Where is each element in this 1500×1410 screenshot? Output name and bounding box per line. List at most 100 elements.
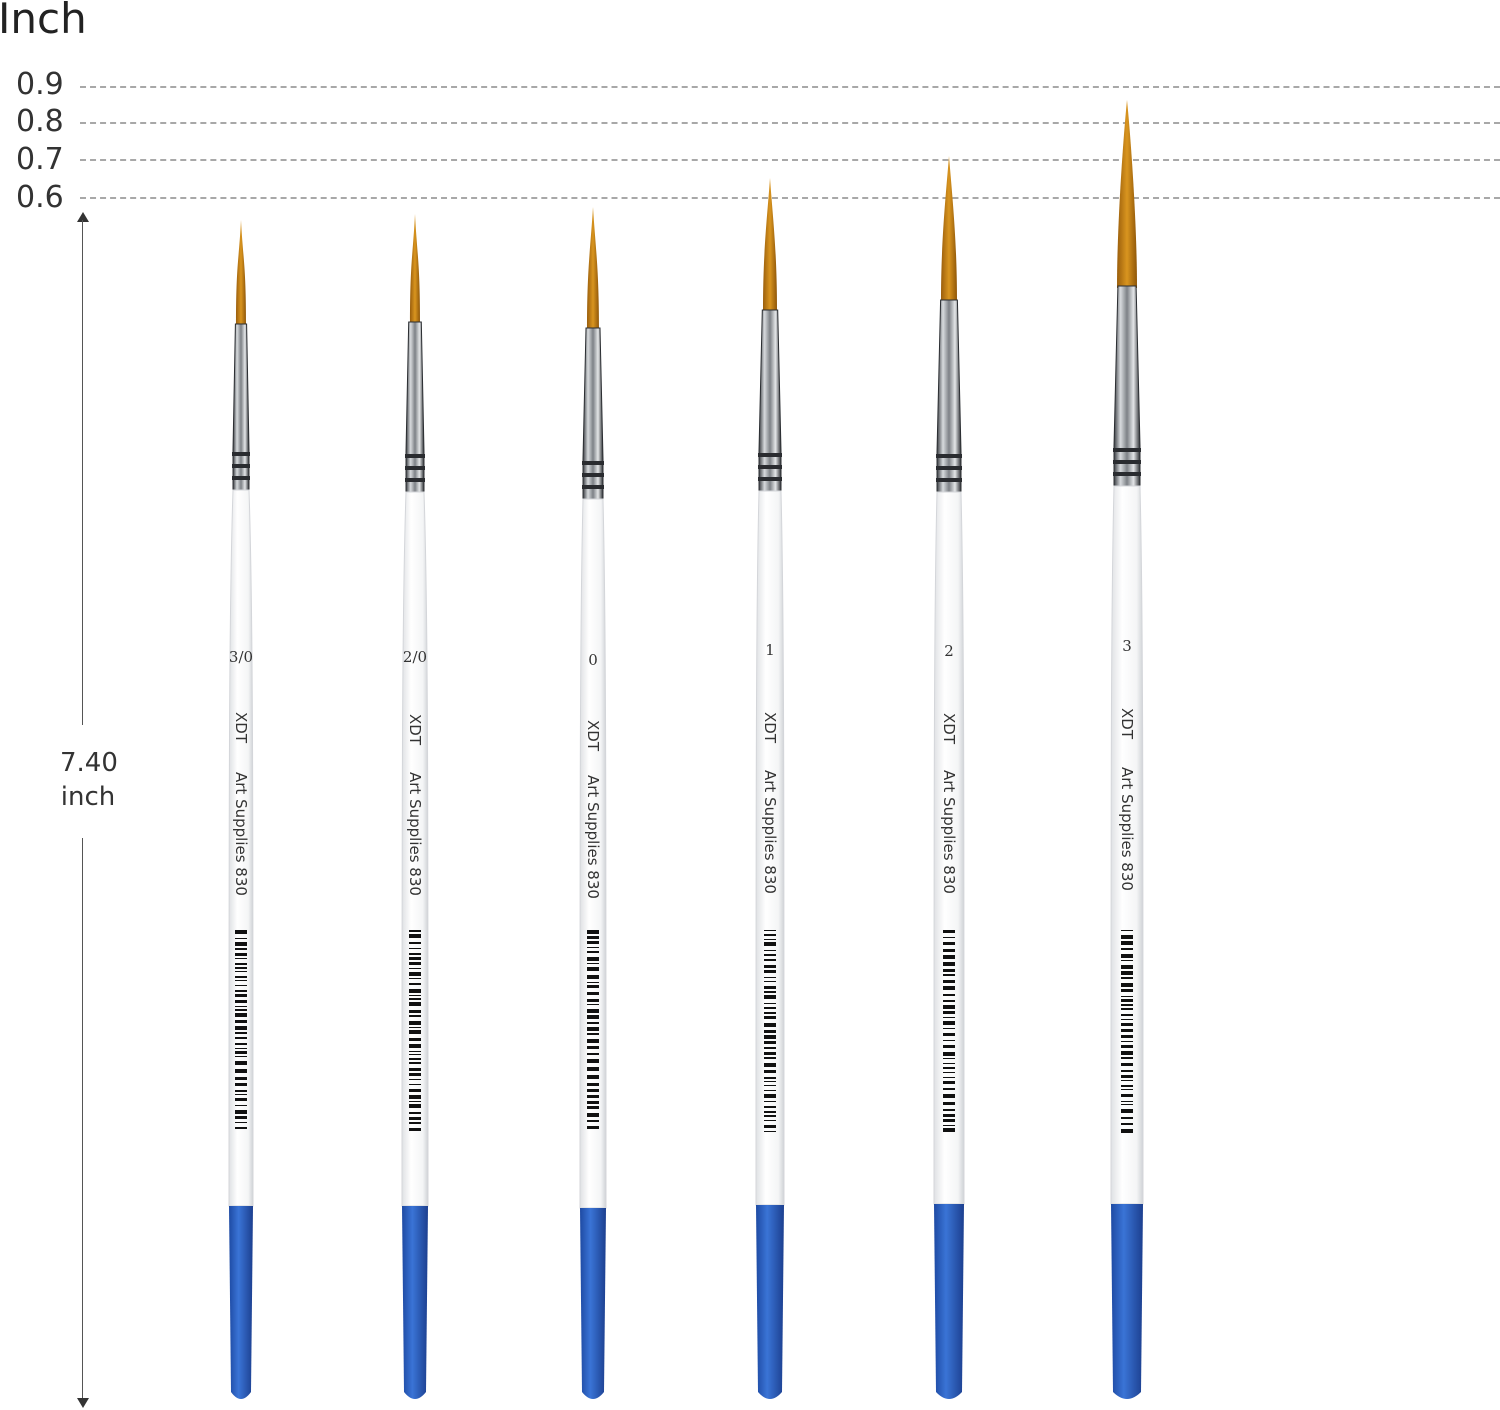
barcode-bar	[1121, 1104, 1133, 1105]
barcode-bar	[235, 1026, 247, 1030]
ferrule-ring	[232, 476, 250, 480]
barcode-bar	[1121, 983, 1133, 987]
ferrule-ring	[232, 452, 250, 456]
barcode-bar	[943, 969, 955, 972]
barcode-bar	[1121, 1063, 1133, 1066]
barcode-bar	[409, 1079, 421, 1080]
barcode-bar	[235, 953, 247, 956]
barcode-bar	[1121, 1109, 1133, 1113]
brush-size-label: 3/0	[229, 648, 253, 666]
barcode-bar	[1121, 1080, 1133, 1081]
barcode-bar	[1121, 1129, 1133, 1133]
ferrule-ring	[232, 464, 250, 468]
barcode-bar	[587, 1120, 599, 1122]
barcode-bar	[235, 1116, 247, 1119]
barcode-bar	[764, 959, 776, 961]
brush-end-cap	[402, 1206, 428, 1399]
barcode-bar	[587, 963, 599, 964]
brush-model-label: Art Supplies 830	[406, 772, 424, 896]
barcode-bar	[1121, 1019, 1133, 1020]
barcode-bar	[409, 1021, 421, 1025]
barcode-bar	[235, 1069, 247, 1073]
barcode-bar	[943, 994, 955, 996]
barcode-bar	[1121, 1035, 1133, 1038]
barcode-bar	[943, 962, 955, 966]
barcode-bar	[587, 975, 599, 979]
barcode-bar	[943, 955, 955, 959]
barcode-bar	[943, 974, 955, 976]
barcode-bar	[409, 1015, 421, 1017]
barcode-bar	[764, 995, 776, 999]
barcode-bar	[587, 1089, 599, 1092]
barcode-bar	[943, 1052, 955, 1056]
barcode-bar	[764, 1047, 776, 1049]
barcode-bar	[764, 1120, 776, 1121]
ferrule-ring	[1113, 460, 1141, 464]
barcode-bar	[764, 942, 776, 946]
ferrule-ring	[936, 478, 962, 482]
barcode-bar	[764, 986, 776, 989]
barcode-bar	[1121, 1094, 1133, 1097]
length-unit: inch	[60, 782, 116, 812]
ferrule-ring	[405, 478, 425, 482]
barcode-bar	[943, 1119, 955, 1122]
barcode-bar	[764, 1125, 776, 1128]
barcode-bar	[587, 1015, 599, 1019]
barcode-bar	[587, 1095, 599, 1098]
barcode-bar	[943, 1102, 955, 1105]
barcode-bar	[235, 963, 247, 965]
barcode-bar	[1121, 1014, 1133, 1016]
barcode-bar	[235, 1094, 247, 1095]
barcode-bar	[587, 1126, 599, 1129]
dimension-line	[82, 838, 83, 1400]
brush-6: 3 XDT Art Supplies 830	[1110, 100, 1144, 1399]
barcode-bar	[235, 1006, 247, 1007]
barcode-bar	[943, 1005, 955, 1009]
barcode-bar	[235, 942, 247, 946]
brush-brand-label: XDT	[1118, 708, 1136, 740]
brush-model-label: Art Supplies 830	[232, 772, 250, 896]
barcode-bar	[587, 1075, 599, 1079]
barcode-bar	[587, 1101, 599, 1104]
barcode-bar	[235, 958, 247, 959]
barcode-bar	[409, 1112, 421, 1114]
ferrule-ring	[405, 466, 425, 470]
barcode-bar	[235, 1051, 247, 1054]
barcode-bar	[409, 1051, 421, 1052]
brush-end-cap	[580, 1208, 606, 1399]
barcode-bar	[409, 934, 421, 938]
barcode-bar	[1121, 1008, 1133, 1010]
barcode-bar	[235, 1077, 247, 1080]
barcode-bar	[1121, 954, 1133, 958]
barcode-bar	[235, 1037, 247, 1039]
barcode-bar	[409, 998, 421, 1000]
barcode-bar	[943, 1114, 955, 1117]
barcode-bar	[943, 1077, 955, 1078]
barcode-bar	[764, 1052, 776, 1055]
barcode-bar	[764, 1007, 776, 1009]
barcode-bar	[943, 1040, 955, 1041]
barcode-bar	[1121, 1029, 1133, 1032]
barcode-bar	[235, 985, 247, 986]
barcode-bar	[943, 1017, 955, 1018]
barcode-bar	[409, 962, 421, 965]
barcode-bar	[943, 942, 955, 945]
barcode-bar	[587, 1059, 599, 1063]
brush-brand-label: XDT	[406, 714, 424, 746]
brush-model-label: Art Supplies 830	[584, 775, 602, 899]
barcode-bar	[409, 1089, 421, 1092]
barcode-bar	[587, 1022, 599, 1024]
barcode-bar	[235, 1110, 247, 1114]
barcode-bar	[764, 930, 776, 931]
barcode-bar	[587, 1083, 599, 1086]
barcode-bar	[409, 1054, 421, 1055]
barcode-bar	[235, 1098, 247, 1101]
barcode-bar	[764, 981, 776, 982]
barcode-bar	[587, 936, 599, 939]
barcode-bar	[409, 1058, 421, 1060]
barcode-bar	[764, 1012, 776, 1014]
arrow-down-icon	[77, 1398, 89, 1408]
barcode-bar	[409, 1095, 421, 1099]
barcode-bar	[943, 1109, 955, 1111]
barcode-bar	[235, 1009, 247, 1011]
